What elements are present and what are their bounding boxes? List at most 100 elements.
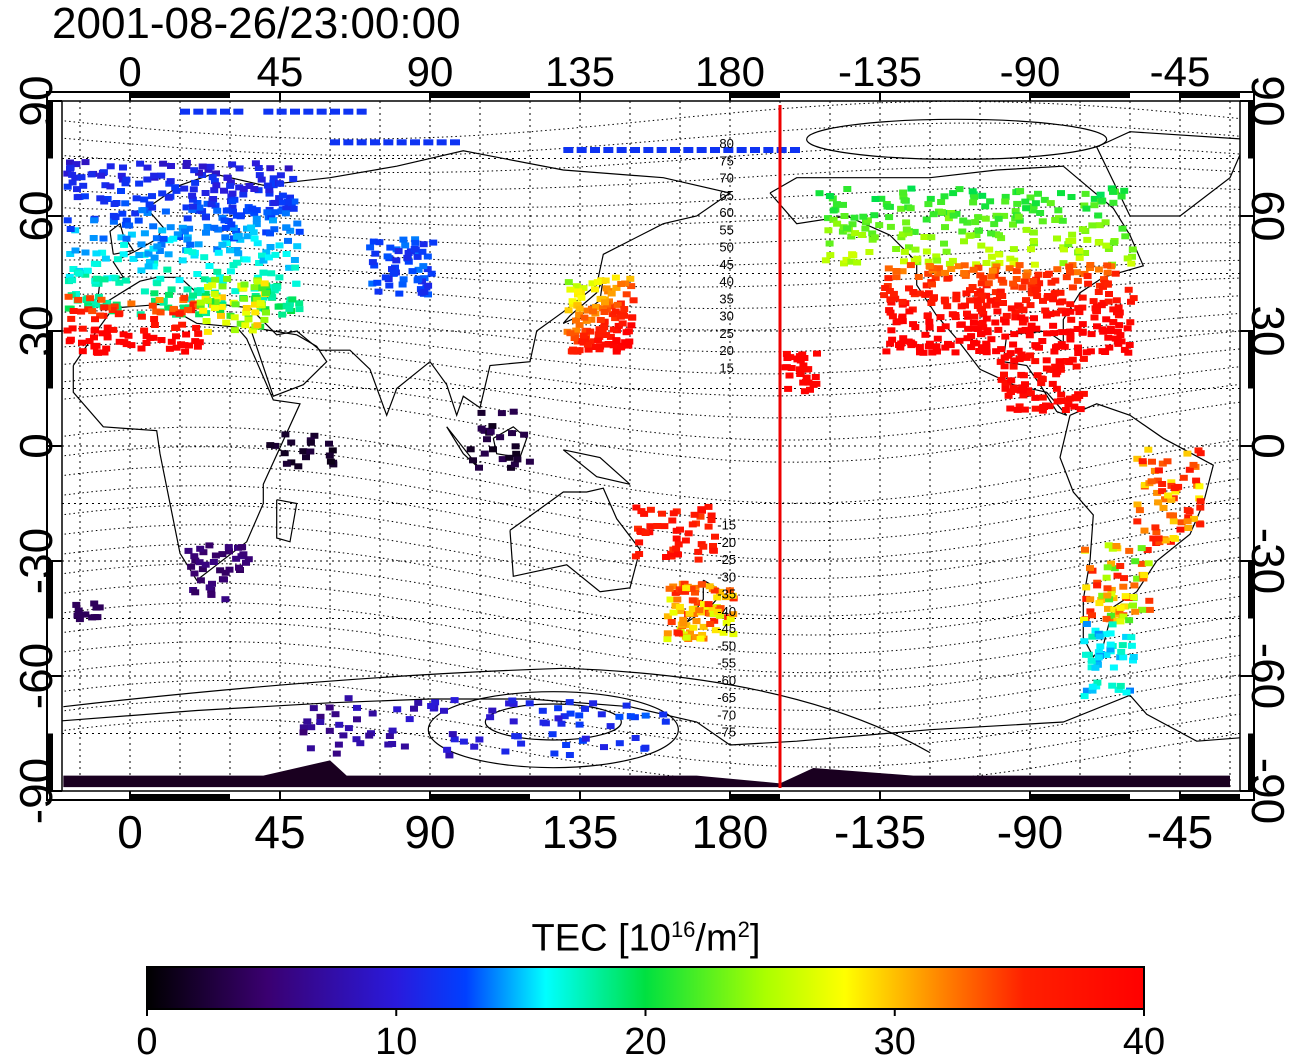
tec-pixel (998, 293, 1007, 299)
tec-pixel (205, 584, 214, 591)
tec-pixel (913, 255, 922, 262)
tec-pixel (679, 616, 688, 623)
tec-pixel (1129, 657, 1137, 664)
tec-pixel (326, 458, 335, 465)
tec-pixel (898, 313, 907, 320)
contour-line (62, 465, 1240, 542)
tec-pixel (795, 366, 804, 373)
tec-pixel (624, 342, 633, 349)
tec-pixel (251, 160, 260, 167)
tec-pixel (994, 251, 1003, 258)
tec-pixel (280, 450, 289, 457)
tec-pixel (1138, 458, 1147, 465)
tec-pixel (108, 307, 117, 313)
tec-pixel (303, 718, 312, 725)
tec-pixel (1066, 395, 1074, 402)
tec-pixel (1021, 198, 1030, 205)
tec-pixel (169, 305, 178, 312)
tec-pixel (1093, 679, 1102, 686)
tec-pixel (659, 711, 668, 718)
colorbar-label-exp2: 2 (737, 917, 750, 942)
tec-pixel (199, 549, 208, 556)
tec-pixel (220, 576, 228, 583)
tec-pixel (658, 510, 666, 517)
tec-pixel (513, 456, 522, 463)
tec-pixel (525, 700, 534, 707)
tec-pixel (189, 292, 197, 299)
tec-pixel (177, 341, 186, 348)
tec-pixel (575, 305, 584, 312)
tec-pixel (258, 252, 266, 259)
tec-pixel (185, 225, 194, 232)
colorbar-label: TEC [1016/m2] (0, 908, 1292, 961)
tec-pixel (636, 528, 645, 535)
tec-pixel (477, 425, 486, 432)
tec-pixel (1089, 298, 1098, 305)
tec-pixel (687, 585, 696, 592)
tec-pixel (221, 569, 230, 576)
tec-pixel (295, 306, 304, 313)
tec-pixel (295, 228, 304, 235)
tec-pixel (992, 348, 1001, 355)
tec-pixel (109, 274, 118, 281)
tec-pixel (981, 215, 990, 222)
tec-pixel (483, 436, 491, 443)
tec-pixel (1029, 238, 1038, 244)
tec-pixel (208, 282, 217, 289)
tec-pixel (616, 313, 625, 320)
tec-pixel (715, 612, 724, 619)
tec-pixel (1009, 384, 1018, 391)
tec-pixel (93, 275, 102, 282)
tec-pixel (729, 631, 738, 638)
tec-pixel (261, 306, 270, 313)
tec-pixel (150, 316, 159, 322)
tec-pixel (1015, 403, 1024, 410)
tec-pixel (1107, 591, 1116, 598)
tec-pixel (1176, 526, 1185, 533)
tec-pixel (420, 275, 429, 282)
tec-pixel (226, 268, 235, 275)
tec-pixel (694, 556, 703, 563)
tec-pixel (1127, 298, 1135, 305)
lon-tick-label-top: 90 (407, 48, 454, 95)
tec-pixel (957, 303, 966, 310)
tec-pixel (787, 365, 796, 371)
tec-pixel (114, 311, 123, 318)
tec-pixel (573, 338, 582, 345)
tec-pixel (394, 248, 403, 255)
contour-label: -35 (717, 587, 736, 602)
tec-pixel (662, 554, 670, 560)
tec-pixel (436, 139, 447, 146)
tec-pixel (1027, 246, 1035, 253)
tec-pixel (1012, 276, 1021, 282)
tec-pixel (976, 288, 985, 295)
frame-mark-top (730, 92, 780, 98)
coastline (276, 499, 298, 543)
tec-pixel (1167, 496, 1176, 503)
tec-pixel (89, 235, 98, 241)
tec-pixel (1012, 268, 1021, 275)
south-pole-ring-inner (484, 703, 622, 741)
tec-pixel (1028, 290, 1036, 297)
tec-pixel (129, 255, 138, 262)
tec-pixel (902, 226, 911, 233)
colorbar-tick-label: 40 (1123, 1021, 1165, 1057)
tec-pixel (1171, 488, 1180, 495)
tec-pixel (982, 343, 991, 350)
tec-pixel (1017, 314, 1026, 321)
tec-pixel (242, 559, 250, 566)
tec-pixel (287, 459, 296, 466)
tec-pixel (270, 226, 279, 233)
tec-pixel (1119, 613, 1128, 620)
tec-pixel (254, 187, 263, 194)
tec-pixel (100, 276, 109, 283)
tec-pixel (1137, 560, 1146, 567)
lon-tick-label-bottom: 135 (542, 806, 619, 858)
tec-pixel (79, 182, 88, 189)
tec-pixel (180, 185, 189, 192)
contour-label: 15 (719, 360, 733, 375)
tec-pixel (188, 203, 197, 210)
tec-pixel (978, 308, 986, 315)
tec-pixel (184, 247, 192, 254)
tec-pixel (609, 326, 618, 333)
